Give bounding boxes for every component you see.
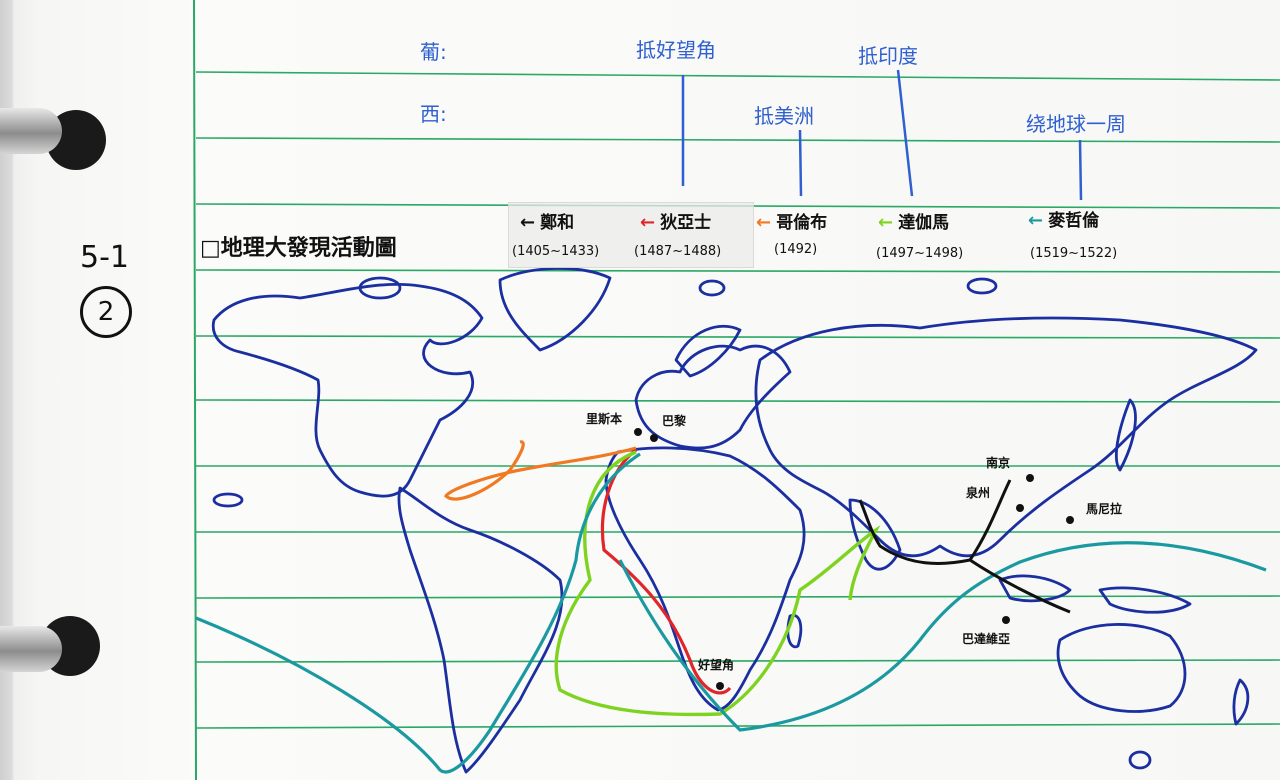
legend-years: (1405~1433)	[512, 244, 600, 259]
legend-name: 哥倫布	[776, 213, 828, 233]
route-columbus	[443, 440, 637, 501]
legend-zhenghe: ← 鄭和	[520, 208, 574, 233]
milestone-lines	[681, 69, 1083, 201]
city-nanjing: 南京	[986, 456, 1011, 470]
south-america	[397, 486, 564, 774]
arrow-left-icon: ←	[756, 212, 772, 233]
legend-magellan: ← 麥哲倫	[1028, 206, 1099, 231]
section-circle: 2	[80, 286, 132, 338]
route-zhenghe	[858, 479, 1071, 614]
route-magellan	[195, 452, 1267, 774]
legend-years: (1519~1522)	[1030, 246, 1118, 261]
legend-name: 達伽馬	[898, 213, 950, 233]
binder-ring-bottom	[0, 626, 62, 672]
continent-outlines	[211, 267, 1258, 774]
city-paris: 巴黎	[662, 414, 687, 428]
city-batavia: 巴達維亞	[962, 632, 1011, 646]
west-label: 西:	[420, 102, 447, 126]
milestone-circumnavigation: 绕地球一周	[1026, 112, 1126, 136]
new-zealand	[1232, 678, 1250, 726]
arrow-left-icon: ←	[1028, 210, 1044, 231]
legend-dagama: ← 達伽馬	[878, 208, 949, 233]
arrow-left-icon: ←	[878, 212, 894, 233]
tape-strip	[508, 202, 754, 268]
legend-name: 鄭和	[540, 213, 575, 233]
binder-ring-top	[0, 108, 62, 154]
route-dagama	[554, 450, 881, 717]
city-quanzhou: 泉州	[966, 486, 991, 500]
city-manila: 馬尼拉	[1086, 502, 1123, 516]
milestone-india: 抵印度	[858, 44, 918, 68]
city-cape: 好望角	[698, 658, 735, 672]
legend-years: (1487~1488)	[634, 244, 722, 259]
legend-dias: ← 狄亞士	[640, 208, 711, 233]
australia	[1056, 623, 1187, 713]
south-label: 葡:	[420, 40, 447, 64]
legend-years: (1497~1498)	[876, 246, 964, 261]
asia	[754, 316, 1258, 558]
arrow-left-icon: ←	[520, 212, 536, 233]
north-america	[211, 282, 484, 498]
europe	[634, 344, 792, 450]
ruled-lines	[195, 71, 1280, 729]
greenland	[498, 267, 612, 352]
milestone-cape: 抵好望角	[636, 38, 716, 62]
unit-number: 5-1	[80, 240, 129, 275]
arrow-left-icon: ←	[640, 212, 656, 233]
margin-rule	[193, 0, 197, 780]
scandinavia	[674, 325, 742, 378]
map-title: □地理大發現活動圖	[200, 236, 397, 261]
legend-name: 麥哲倫	[1048, 211, 1100, 231]
southeast-asia-islands	[998, 574, 1192, 614]
legend-years: (1492)	[774, 242, 818, 257]
madagascar	[786, 613, 803, 649]
milestone-america: 抵美洲	[754, 104, 814, 128]
city-lisbon: 里斯本	[586, 412, 623, 426]
route-dias	[600, 448, 732, 695]
city-dots	[634, 428, 1074, 690]
india	[848, 498, 902, 571]
legend-name: 狄亞士	[660, 213, 712, 233]
section-number: 2	[97, 297, 115, 327]
legend-columbus: ← 哥倫布	[756, 208, 827, 233]
japan	[1114, 398, 1137, 472]
africa	[604, 446, 806, 712]
